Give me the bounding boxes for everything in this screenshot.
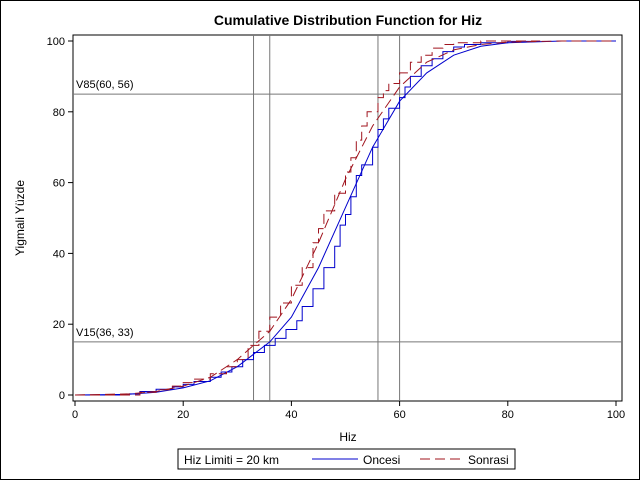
plot-frame: [72, 34, 623, 402]
y-tick-label: 40: [53, 248, 65, 260]
reference-annotation: V15(36, 33): [76, 327, 133, 339]
legend-label-sonrasi: Sonrasi: [468, 453, 509, 467]
series-sonrasi-empirical-step: [75, 40, 541, 396]
series-sonrasi-fitted-curve: [74, 40, 616, 396]
y-tick-label: 80: [53, 107, 65, 119]
y-tick-label: 0: [59, 390, 65, 402]
series-oncesi-empirical-step: [75, 40, 536, 396]
reference-annotation: V85(60, 56): [76, 79, 133, 91]
y-tick-label: 100: [47, 36, 65, 48]
x-axis-label: Hiz: [339, 430, 356, 444]
legend-title: Hiz Limiti = 20 km: [184, 453, 279, 467]
x-tick-label: 80: [502, 409, 514, 421]
legend-label-oncesi: Oncesi: [363, 453, 400, 467]
chart-title: Cumulative Distribution Function for Hiz: [214, 12, 482, 28]
y-tick-label: 20: [53, 319, 65, 331]
x-tick-label: 40: [285, 409, 297, 421]
series-oncesi-fitted-curve: [74, 40, 616, 396]
x-tick-label: 20: [177, 409, 189, 421]
y-tick-label: 60: [53, 178, 65, 190]
x-tick-label: 0: [72, 409, 78, 421]
x-tick-label: 100: [607, 409, 625, 421]
plot-area: 0 20 40 60 80 100 0 20 40 60 80 100 V85(60, 56) V15(3…: [47, 34, 625, 421]
x-tick-label: 60: [393, 409, 405, 421]
legend: Hiz Limiti = 20 km Oncesi Sonrasi: [177, 448, 516, 470]
y-axis-label: Yigmali Yüzde: [13, 180, 27, 256]
